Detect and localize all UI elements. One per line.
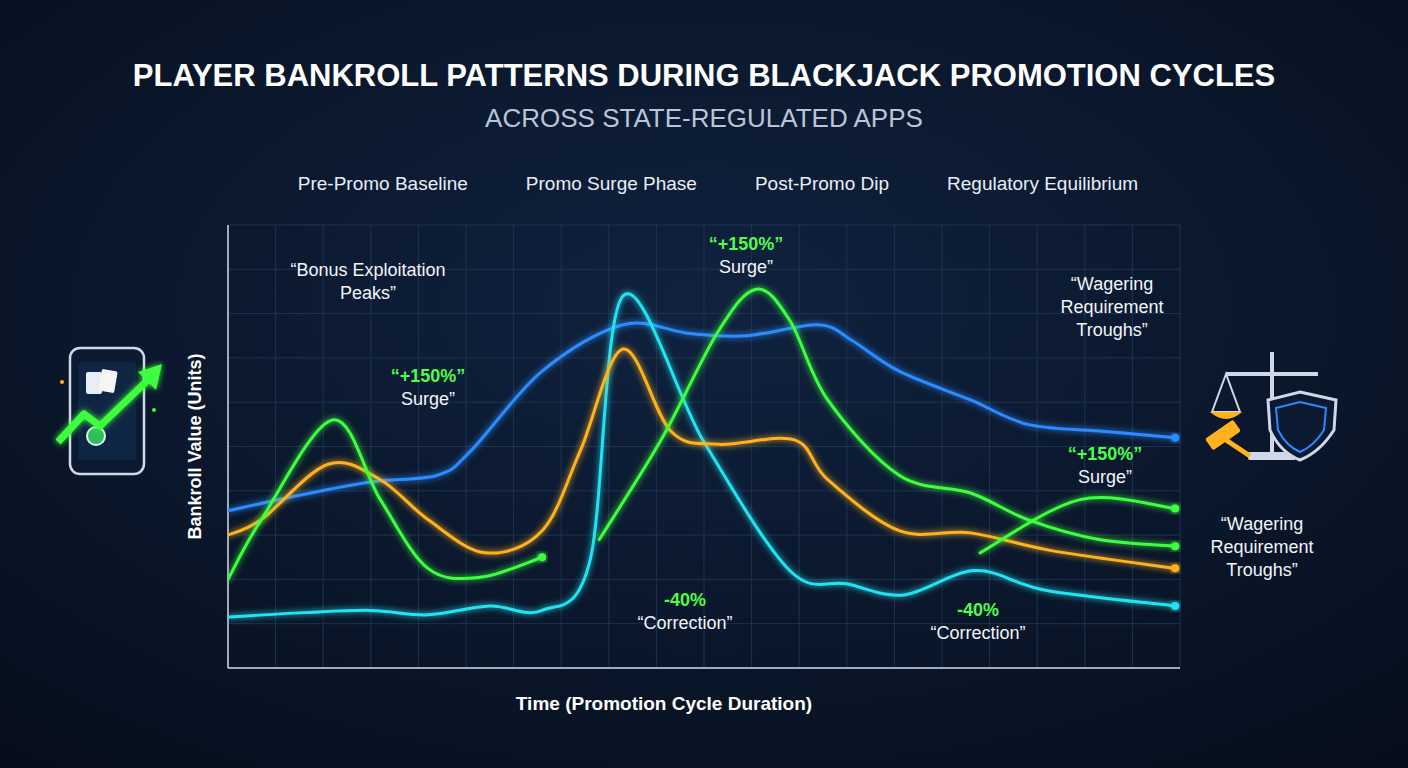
grid-line-x	[228, 225, 229, 668]
grid-line-y	[228, 668, 1180, 669]
y-axis-title: Bankroll Value (Units)	[185, 353, 205, 539]
end-dot	[1171, 564, 1179, 572]
gavel-handle	[1226, 440, 1250, 456]
annotation: “+150%” Surge”	[709, 234, 784, 277]
y-axis	[227, 225, 229, 668]
annotation: “Wagering Requirement Troughs”	[1060, 274, 1163, 340]
annotation-line: Troughs”	[1076, 320, 1147, 340]
annotation-line: “Bonus Exploitation	[290, 260, 445, 280]
scale-beam	[1226, 372, 1318, 376]
legend-swatch	[270, 183, 288, 186]
subtitle: ACROSS STATE-REGULATED APPS	[485, 103, 923, 133]
grid-line-y	[228, 402, 1180, 403]
grid-line-y	[228, 535, 1180, 536]
scale-pan	[1210, 412, 1242, 419]
regulation-icon	[1205, 352, 1336, 460]
annotation-line: “Correction”	[637, 613, 732, 633]
grid-line-y	[228, 446, 1180, 447]
background	[0, 0, 1408, 768]
series-line	[228, 349, 1175, 568]
phone-body	[70, 348, 144, 474]
scale-string	[1212, 374, 1240, 412]
end-dot	[1171, 434, 1179, 442]
legend-label: Regulatory Equilibrium	[947, 173, 1138, 194]
x-axis	[228, 667, 1180, 669]
annotation: “+150%” Surge”	[391, 366, 466, 409]
annotation-line: Troughs”	[1226, 560, 1297, 580]
series-line	[228, 294, 1175, 617]
end-dot	[538, 553, 546, 561]
annotation-line: “Wagering	[1071, 274, 1153, 294]
annotation-line: “Wagering	[1221, 514, 1303, 534]
x-axis-title: Time (Promotion Cycle Duration)	[516, 693, 812, 714]
legend-swatch	[919, 183, 937, 186]
grid-line-y	[228, 579, 1180, 580]
annotation-line: Requirement	[1060, 297, 1163, 317]
legend-label: Promo Surge Phase	[526, 173, 697, 194]
spark	[152, 408, 156, 412]
annotation-line: Surge”	[719, 257, 773, 277]
phone-screen	[78, 362, 136, 460]
title: PLAYER BANKROLL PATTERNS DURING BLACKJAC…	[133, 58, 1275, 93]
chart: PLAYER BANKROLL PATTERNS DURING BLACKJAC…	[0, 0, 1408, 768]
legend: Pre-Promo Baseline Promo Surge Phase Post-…	[270, 173, 1138, 194]
series-line	[228, 323, 1175, 511]
series-line	[228, 289, 1175, 579]
card	[98, 369, 118, 393]
end-dot	[1171, 602, 1179, 610]
annotation-line: -40%	[664, 590, 706, 610]
phone-icon	[58, 348, 162, 474]
lines	[228, 289, 1175, 617]
legend-label: Post-Promo Dip	[755, 173, 889, 194]
annotation: -40% “Correction”	[637, 590, 732, 633]
annotation: -40% “Correction”	[930, 600, 1025, 643]
grid	[228, 225, 1180, 668]
end-dots	[538, 434, 1179, 610]
end-dot	[1171, 542, 1179, 550]
end-dot	[1171, 505, 1179, 513]
annotation-line: Requirement	[1210, 537, 1313, 557]
legend-label: Pre-Promo Baseline	[298, 173, 468, 194]
annotation-line: -40%	[957, 600, 999, 620]
annotation: “+150%” Surge”	[1068, 444, 1143, 487]
grid-line-y	[228, 225, 1180, 226]
annotation-line: “+150%”	[1068, 444, 1143, 464]
annotation-line: Surge”	[401, 389, 455, 409]
annotation: “Bonus Exploitation Peaks”	[290, 260, 445, 303]
annotation-line: “+150%”	[391, 366, 466, 386]
annotation-line: Surge”	[1078, 467, 1132, 487]
annotation-line: “Correction”	[930, 623, 1025, 643]
annotation: “Wagering Requirement Troughs”	[1210, 514, 1313, 580]
legend-swatch	[727, 183, 745, 186]
annotation-line: “+150%”	[709, 234, 784, 254]
legend-swatch	[498, 183, 516, 186]
annotations: “Bonus ExploitationPeaks”“+150%”Surge”“+…	[290, 234, 1313, 643]
shield	[1268, 392, 1336, 460]
spark	[60, 380, 64, 384]
shield-inner	[1276, 402, 1326, 452]
grid-line-y	[228, 490, 1180, 491]
grid-line-y	[228, 313, 1180, 314]
annotation-line: Peaks”	[340, 283, 396, 303]
arrow-head	[138, 364, 162, 390]
trend-arrow	[58, 378, 150, 442]
chip	[87, 427, 105, 445]
